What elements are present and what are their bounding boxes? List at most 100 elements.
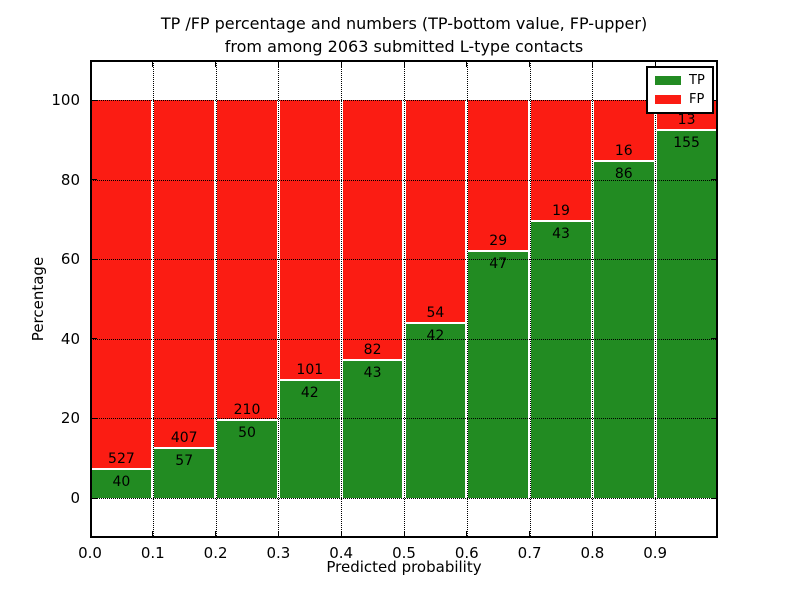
grid-line-vertical (278, 60, 280, 538)
x-tick-mark (591, 531, 593, 536)
bar-segment-fp (593, 100, 654, 163)
bar-segment-tp (468, 251, 529, 498)
x-tick-label: 0.2 (203, 544, 228, 562)
y-axis-label: Percentage (29, 256, 47, 342)
legend: TP FP (646, 66, 714, 114)
x-tick-mark-top (89, 62, 91, 67)
y-tick-label: 100 (51, 91, 80, 109)
fp-count-label: 29 (489, 232, 508, 249)
y-tick-mark-right (711, 258, 716, 260)
y-tick-mark (92, 99, 97, 101)
x-tick-mark-top (340, 62, 342, 67)
grid-line-vertical (152, 60, 154, 538)
grid-line-vertical (341, 60, 343, 538)
bar-segment-tp (154, 449, 215, 498)
x-tick-label: 0.1 (140, 544, 165, 562)
y-tick-mark-right (711, 417, 716, 419)
tp-count-label: 47 (489, 255, 508, 272)
x-tick-label: 0.6 (454, 544, 479, 562)
tp-count-label: 57 (175, 453, 194, 470)
grid-line-vertical (404, 60, 405, 538)
fp-count-label: 407 (170, 430, 198, 447)
tp-count-label: 43 (363, 365, 382, 382)
fp-count-label: 82 (363, 342, 382, 359)
bar-segment-tp (593, 162, 654, 498)
y-tick-mark (92, 497, 97, 499)
fp-count-label: 210 (233, 402, 261, 419)
legend-entry-tp: TP (648, 74, 712, 87)
x-tick-label: 0.5 (392, 544, 416, 562)
bar-segment-fp (531, 100, 591, 222)
x-tick-mark (340, 531, 342, 536)
chart-title-line2: from among 2063 submitted L-type contact… (224, 37, 584, 56)
legend-entry-fp: FP (648, 93, 712, 106)
bar-segment-fp (405, 100, 466, 324)
x-tick-mark (403, 531, 405, 536)
y-tick-mark (92, 417, 97, 419)
x-tick-mark (89, 531, 91, 536)
tp-count-label: 50 (238, 425, 256, 442)
legend-label-fp: FP (689, 92, 705, 107)
plot-area: 527 40 407 57 210 50 101 42 82 43 54 42 29 47 19 43 16 86… (89, 60, 718, 538)
y-tick-mark (92, 179, 97, 181)
tp-count-label: 40 (112, 473, 131, 490)
legend-label-tp: TP (689, 73, 705, 88)
x-tick-label: 0.0 (78, 544, 102, 562)
bar-segment-tp (342, 361, 403, 498)
chart-title: TP /FP percentage and numbers (TP-bottom… (90, 12, 718, 58)
x-tick-mark (466, 531, 468, 536)
y-tick-label: 40 (60, 329, 80, 348)
grid-line-vertical (466, 60, 468, 538)
x-tick-mark (529, 531, 531, 536)
fp-count-label: 54 (426, 304, 445, 321)
fp-count-label: 16 (614, 143, 633, 160)
bar-segment-tp (279, 381, 340, 498)
bar-segment-tp (90, 469, 152, 498)
bar-segment-tp (405, 323, 466, 498)
x-tick-mark (277, 531, 279, 536)
bar-segment-tp (531, 221, 591, 498)
y-tick-mark-right (711, 497, 716, 499)
bar-segment-tp (217, 421, 277, 498)
tp-count-label: 43 (552, 225, 570, 242)
fp-count-label: 13 (677, 111, 696, 128)
y-tick-label: 0 (70, 489, 80, 507)
x-tick-label: 0.8 (580, 544, 605, 562)
x-tick-mark (215, 531, 217, 536)
tp-swatch-icon (655, 76, 681, 85)
x-tick-label: 0.3 (266, 544, 291, 562)
y-tick-mark (92, 258, 97, 260)
y-tick-mark (92, 338, 97, 340)
bar-segment-fp (90, 100, 152, 470)
y-tick-mark-right (711, 179, 716, 181)
bar-segment-fp (468, 100, 529, 252)
y-tick-label: 60 (60, 250, 80, 269)
x-tick-mark-top (654, 62, 656, 67)
grid-line-vertical (529, 60, 531, 538)
x-tick-mark-top (215, 62, 217, 67)
fp-count-label: 19 (552, 202, 570, 219)
x-tick-mark (654, 531, 656, 536)
y-tick-mark-right (711, 338, 716, 340)
x-tick-label: 0.7 (517, 544, 542, 562)
x-tick-mark-top (152, 62, 154, 67)
bar-segment-tp (656, 130, 717, 498)
x-tick-label: 0.4 (329, 544, 354, 562)
fp-count-label: 101 (296, 362, 324, 379)
tp-count-label: 86 (614, 166, 633, 183)
grid-line-vertical (592, 60, 594, 538)
tp-count-label: 42 (426, 327, 445, 344)
grid-line-vertical (215, 60, 217, 538)
x-tick-mark-top (466, 62, 468, 67)
fp-count-label: 527 (108, 450, 135, 467)
tp-count-label: 155 (673, 134, 700, 151)
y-tick-label: 80 (60, 170, 80, 189)
bar-segment-fp (217, 100, 277, 422)
x-tick-mark-top (529, 62, 531, 67)
bar-segment-fp (342, 100, 403, 362)
x-tick-mark-top (277, 62, 279, 67)
bar-segment-fp (154, 100, 215, 450)
y-tick-label: 20 (60, 409, 80, 428)
bar-segment-fp (279, 100, 340, 382)
